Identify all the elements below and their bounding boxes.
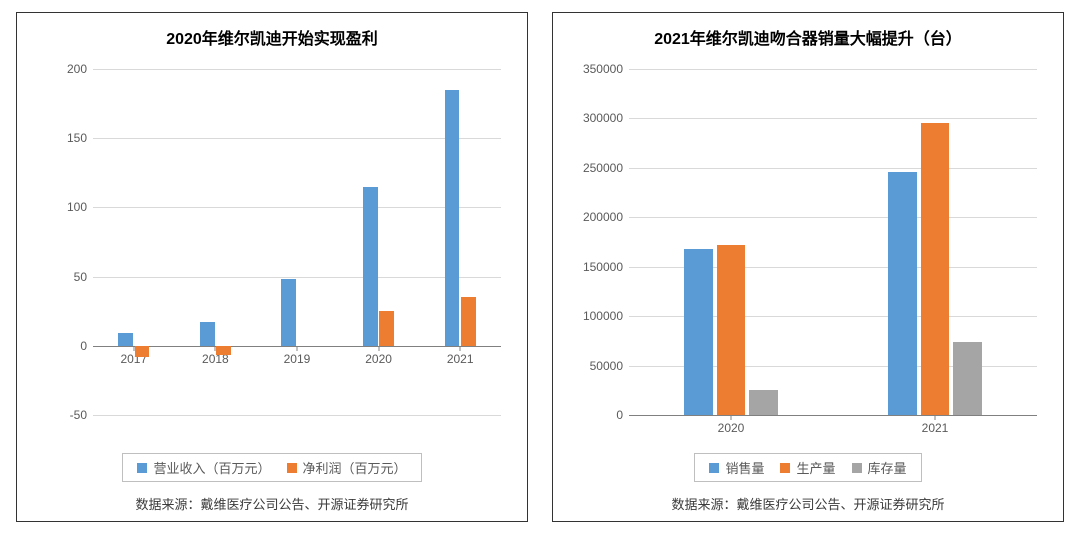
chart-title: 2020年维尔凯迪开始实现盈利 (33, 25, 511, 49)
xgroup: 2020 (629, 69, 833, 415)
bar (379, 311, 394, 346)
legend-label: 营业收入（百万元） (153, 458, 270, 477)
xlabel: 2019 (284, 346, 311, 366)
bar (461, 297, 476, 345)
ytick-label: 200000 (583, 210, 629, 224)
gridline (93, 415, 501, 416)
xgroup: 2021 (833, 69, 1037, 415)
xlabel: 2020 (365, 346, 392, 366)
bar (921, 123, 950, 415)
legend-item: 生产量 (780, 458, 835, 477)
ytick-label: 0 (80, 339, 93, 353)
legend-right: 销售量 生产量 库存量 (694, 453, 921, 482)
legend-left: 营业收入（百万元） 净利润（百万元） (122, 453, 421, 482)
chart-area-left: -50 0 50 100 150 20020172018 2019 2020 2021 (33, 59, 511, 445)
bar (363, 187, 378, 346)
legend-item: 营业收入（百万元） (137, 458, 270, 477)
bar (118, 333, 133, 345)
right-panel: 2021年维尔凯迪吻合器销量大幅提升（台） 0 50000 100000 150000… (552, 12, 1064, 522)
legend-label: 生产量 (796, 458, 835, 477)
xlabel: 2020 (718, 415, 745, 435)
bar (200, 322, 215, 346)
ytick-label: 350000 (583, 62, 629, 76)
source-left: 数据来源：戴维医疗公司公告、开源证券研究所 (33, 494, 511, 513)
ytick-label: 150000 (583, 260, 629, 274)
bar (749, 390, 778, 415)
legend-swatch (709, 463, 719, 473)
bar (135, 346, 150, 357)
bar (953, 342, 982, 415)
ytick-label: 300000 (583, 111, 629, 125)
xlabel: 2021 (447, 346, 474, 366)
bar (216, 346, 231, 356)
legend-item: 库存量 (852, 458, 907, 477)
ytick-label: 0 (616, 408, 629, 422)
xgroup: 2018 (175, 69, 257, 415)
baseline (629, 415, 1037, 416)
legend-swatch (137, 463, 147, 473)
ytick-label: 50 (74, 270, 93, 284)
legend-item: 销售量 (709, 458, 764, 477)
ytick-label: 250000 (583, 161, 629, 175)
xlabel: 2021 (922, 415, 949, 435)
ytick-label: 150 (67, 131, 93, 145)
bar (281, 279, 296, 345)
left-panel: 2020年维尔凯迪开始实现盈利 -50050100150200201720182… (16, 12, 528, 522)
bar (717, 245, 746, 415)
xgroup: 2020 (338, 69, 420, 415)
legend-label: 净利润（百万元） (303, 458, 407, 477)
xgroup: 2017 (93, 69, 175, 415)
bar (445, 90, 460, 346)
legend-swatch (852, 463, 862, 473)
legend-swatch (780, 463, 790, 473)
xgroup: 2021 (419, 69, 501, 415)
legend-label: 库存量 (868, 458, 907, 477)
ytick-label: 100000 (583, 309, 629, 323)
plot-left: -5005010015020020172018201920202021 (93, 69, 501, 415)
xgroup: 2019 (256, 69, 338, 415)
chart-title: 2021年维尔凯迪吻合器销量大幅提升（台） (569, 25, 1047, 49)
legend-label: 销售量 (725, 458, 764, 477)
ytick-label: -50 (70, 408, 93, 422)
bar (888, 172, 917, 415)
ytick-label: 200 (67, 62, 93, 76)
xgroups: 20202021 (629, 69, 1037, 415)
plot-right: 0500001000001500002000002500003000003500… (629, 69, 1037, 415)
chart-area-right: 0 50000 100000 150000 200000 250000 300000 3500… (569, 59, 1047, 445)
ytick-label: 50000 (590, 359, 629, 373)
legend-swatch (287, 463, 297, 473)
source-right: 数据来源：戴维医疗公司公告、开源证券研究所 (569, 494, 1047, 513)
bar (684, 249, 713, 415)
legend-item: 净利润（百万元） (287, 458, 407, 477)
ytick-label: 100 (67, 200, 93, 214)
xgroups: 20172018 2019 2020 2021 (93, 69, 501, 415)
